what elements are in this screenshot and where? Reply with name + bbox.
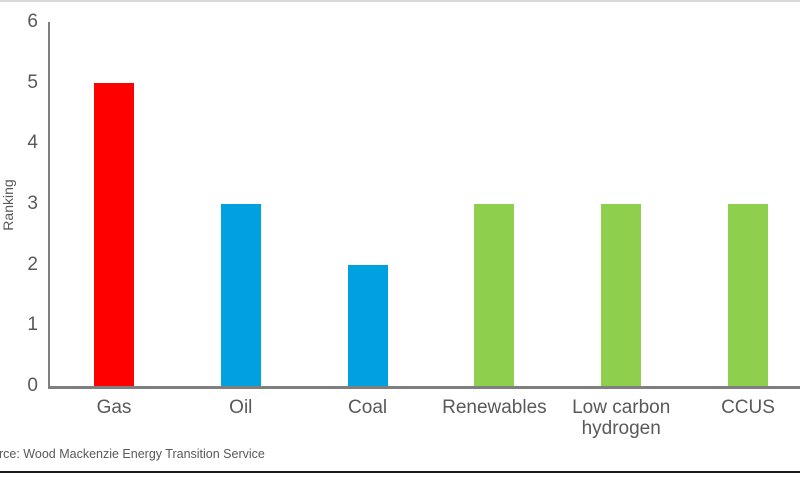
y-tick-label-2: 2 xyxy=(27,253,38,275)
bar-low-carbon-hydrogen xyxy=(601,203,642,386)
y-tick-label-4: 4 xyxy=(27,132,38,154)
bar-coal xyxy=(347,264,388,386)
x-tick-label-low-carbon-hydrogen: Low carbon hydrogen xyxy=(572,397,671,439)
bar-oil xyxy=(220,203,261,386)
bar-renewables xyxy=(474,203,515,386)
y-tick-label-6: 6 xyxy=(27,10,38,32)
x-tick-label-gas: Gas xyxy=(96,397,132,418)
y-axis-line xyxy=(48,22,50,389)
bar-ccus xyxy=(728,203,768,386)
source-text: rce: Wood Mackenzie Energy Transition Se… xyxy=(0,447,265,461)
x-tick-label-oil: Oil xyxy=(229,397,253,418)
y-tick-label-0: 0 xyxy=(27,375,38,396)
y-tick-label-5: 5 xyxy=(27,71,38,93)
y-tick-label-3: 3 xyxy=(27,192,38,214)
x-tick-label-coal: Coal xyxy=(348,397,388,418)
bar-gas xyxy=(94,82,134,386)
y-tick-label-1: 1 xyxy=(27,314,38,336)
bottom-border-line xyxy=(0,471,800,473)
x-axis-line xyxy=(48,386,800,389)
x-tick-label-ccus: CCUS xyxy=(721,397,775,418)
top-border-line xyxy=(0,0,800,2)
x-tick-label-renewables: Renewables xyxy=(442,397,547,418)
